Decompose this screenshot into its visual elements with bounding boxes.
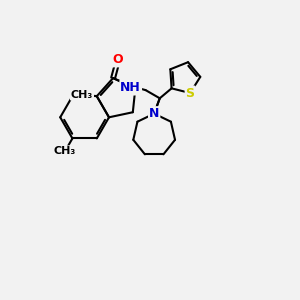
Text: O: O bbox=[112, 53, 123, 66]
Text: CH₃: CH₃ bbox=[71, 90, 93, 100]
Text: O: O bbox=[130, 82, 141, 94]
Text: S: S bbox=[186, 86, 195, 100]
Text: N: N bbox=[149, 107, 159, 120]
Text: CH₃: CH₃ bbox=[54, 146, 76, 156]
Text: NH: NH bbox=[120, 81, 141, 94]
